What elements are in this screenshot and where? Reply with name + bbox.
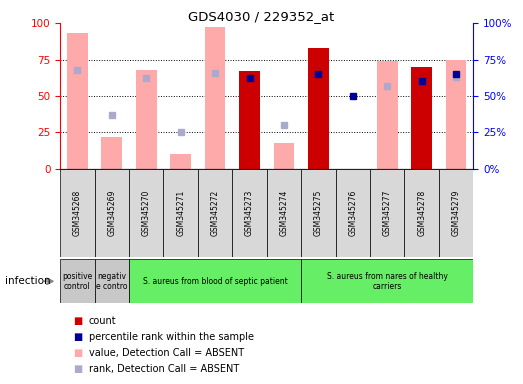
Bar — [129, 259, 301, 303]
Text: GSM345272: GSM345272 — [211, 190, 220, 236]
Text: GDS4030 / 229352_at: GDS4030 / 229352_at — [188, 10, 335, 23]
Text: GSM345277: GSM345277 — [383, 190, 392, 236]
Text: ■: ■ — [73, 332, 83, 342]
Bar — [267, 169, 301, 257]
Text: GSM345279: GSM345279 — [451, 190, 461, 236]
Bar — [232, 169, 267, 257]
Bar — [129, 169, 163, 257]
Bar — [239, 144, 260, 169]
Bar — [439, 169, 473, 257]
Text: GSM345269: GSM345269 — [107, 190, 116, 236]
Text: GSM345271: GSM345271 — [176, 190, 185, 236]
Text: S. aureus from blood of septic patient: S. aureus from blood of septic patient — [143, 277, 288, 286]
Text: GSM345270: GSM345270 — [142, 190, 151, 236]
Bar — [101, 137, 122, 169]
Bar — [239, 71, 260, 169]
Text: negativ
e contro: negativ e contro — [96, 271, 128, 291]
Bar — [377, 61, 397, 169]
Text: GSM345276: GSM345276 — [348, 190, 357, 236]
Bar — [301, 259, 473, 303]
Text: GSM345275: GSM345275 — [314, 190, 323, 236]
Text: S. aureus from nares of healthy
carriers: S. aureus from nares of healthy carriers — [327, 271, 448, 291]
Bar — [308, 48, 329, 169]
Bar — [170, 154, 191, 169]
Bar — [60, 169, 95, 257]
Text: percentile rank within the sample: percentile rank within the sample — [89, 332, 254, 342]
Bar — [198, 169, 232, 257]
Bar — [60, 259, 95, 303]
Bar — [95, 169, 129, 257]
Bar — [163, 169, 198, 257]
Text: GSM345268: GSM345268 — [73, 190, 82, 236]
Bar — [205, 27, 225, 169]
Text: ■: ■ — [73, 316, 83, 326]
Bar — [95, 259, 129, 303]
Text: ■: ■ — [73, 364, 83, 374]
Text: ■: ■ — [73, 348, 83, 358]
Text: GSM345278: GSM345278 — [417, 190, 426, 236]
Text: value, Detection Call = ABSENT: value, Detection Call = ABSENT — [89, 348, 244, 358]
Bar — [301, 169, 336, 257]
Bar — [274, 143, 294, 169]
Bar — [336, 169, 370, 257]
Text: GSM345274: GSM345274 — [279, 190, 289, 236]
Bar — [411, 67, 432, 169]
Bar — [446, 60, 467, 169]
Bar — [136, 70, 156, 169]
Bar — [404, 169, 439, 257]
Bar — [370, 169, 404, 257]
Bar — [67, 33, 88, 169]
Text: infection: infection — [5, 276, 51, 286]
Text: positive
control: positive control — [62, 271, 93, 291]
Text: GSM345273: GSM345273 — [245, 190, 254, 236]
Text: rank, Detection Call = ABSENT: rank, Detection Call = ABSENT — [89, 364, 239, 374]
Text: count: count — [89, 316, 117, 326]
